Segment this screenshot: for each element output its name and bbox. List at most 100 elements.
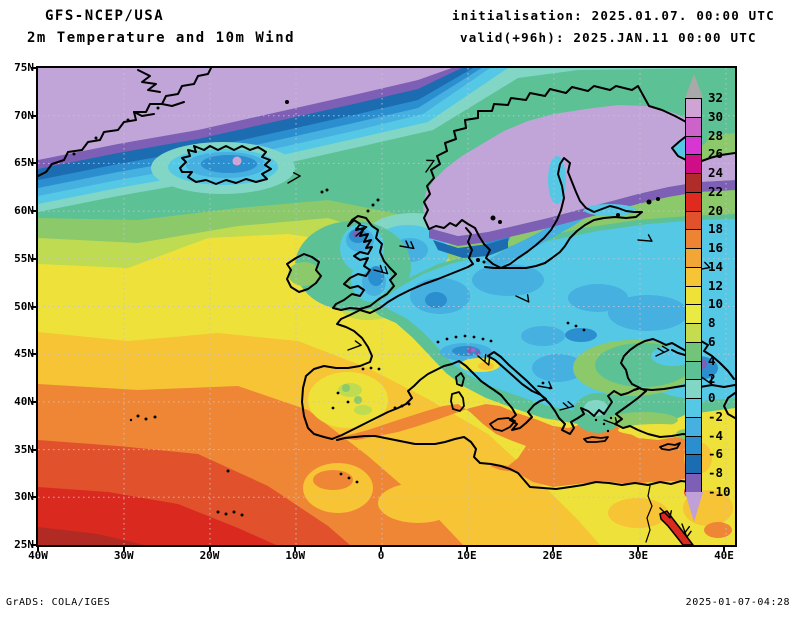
colorbar-label: 2 xyxy=(708,371,716,387)
turkey-levant-africa-coast xyxy=(336,390,700,490)
lon-tick xyxy=(551,545,554,551)
colorbar-label: 8 xyxy=(708,315,716,331)
caspian-edge xyxy=(723,392,735,419)
lat-tick-label: 25N xyxy=(14,538,34,551)
field-title: 2m Temperature and 10m Wind xyxy=(27,30,296,46)
iceland-outline xyxy=(179,145,272,185)
lat-tick-label: 50N xyxy=(14,299,34,313)
greenland-coast xyxy=(38,68,213,178)
colorbar-label: 14 xyxy=(708,258,724,274)
colorbar-label: 6 xyxy=(708,333,716,349)
sicily-outline xyxy=(489,417,516,432)
lat-tick xyxy=(31,257,37,260)
lat-tick-label: 75N xyxy=(14,61,34,74)
lat-tick-label: 55N xyxy=(14,251,34,265)
lat-tick-label: 45N xyxy=(14,347,34,361)
colorbar-segment xyxy=(685,191,702,212)
lat-tick xyxy=(31,448,37,451)
mediterranean-north-coast xyxy=(331,351,647,440)
colorbar-segment xyxy=(685,248,702,268)
map-frame xyxy=(36,66,737,547)
colorbar-label: 24 xyxy=(708,165,724,181)
gridlines xyxy=(38,68,735,545)
greenland-fjords xyxy=(133,69,185,117)
colorbar-segment xyxy=(685,416,702,437)
lat-tick xyxy=(31,162,37,165)
lat-tick-label: 30N xyxy=(14,490,34,504)
lat-tick-label: 70N xyxy=(14,108,34,122)
crete-outline xyxy=(583,436,609,443)
model-title: GFS-NCEP/USA xyxy=(45,8,165,24)
colorbar-segment xyxy=(685,98,702,118)
lon-tick-label: 40W xyxy=(28,549,48,562)
colorbar-segment xyxy=(685,266,702,287)
init-time-label: initialisation: 2025.01.07. 00:00 UTC xyxy=(452,8,775,23)
lat-tick xyxy=(31,305,37,308)
colorbar-label: 10 xyxy=(708,296,724,312)
lon-tick xyxy=(380,545,382,551)
colorbar-segment xyxy=(685,304,702,325)
cyprus-outline xyxy=(659,442,681,451)
colorbar-segment xyxy=(685,116,702,137)
baltic-coast xyxy=(483,157,643,269)
lon-tick-label: 10W xyxy=(285,549,306,562)
sardinia-outline xyxy=(450,391,465,412)
colorbar-segment xyxy=(685,435,702,456)
lat-tick xyxy=(31,496,37,499)
denmark-coast xyxy=(465,227,474,268)
lon-tick-label: 10E xyxy=(456,549,477,562)
lat-tick xyxy=(31,210,37,213)
corsica-outline xyxy=(455,372,465,387)
lon-tick-label: 20E xyxy=(542,549,563,562)
colorbar-label: 16 xyxy=(708,240,724,256)
lon-tick xyxy=(37,545,39,551)
colorbar-segment xyxy=(685,398,702,418)
colorbar-label: -8 xyxy=(708,465,724,481)
colorbar-label: -10 xyxy=(708,483,731,499)
colorbar-label: 12 xyxy=(708,277,724,293)
valid-time-label: valid(+96h): 2025.JAN.11 00:00 UTC xyxy=(460,30,757,45)
lon-tick xyxy=(723,545,725,551)
lat-tick xyxy=(31,67,37,69)
colorbar-segment xyxy=(685,285,702,306)
grads-credit: GrADS: COLA/IGES xyxy=(6,597,111,608)
colorbar-label: 28 xyxy=(708,127,724,143)
ireland-outline xyxy=(286,253,322,293)
lon-tick-label: 40E xyxy=(714,549,734,562)
lon-tick-label: 30E xyxy=(628,549,649,562)
colorbar-segment xyxy=(685,473,702,493)
colorbar-segment xyxy=(685,210,702,231)
lon-tick xyxy=(122,545,125,551)
colorbar-segment xyxy=(685,173,702,193)
islands-and-terrain-spots xyxy=(72,100,700,517)
lat-tick-label: 35N xyxy=(14,442,34,456)
continental-coast xyxy=(301,266,469,440)
lon-tick-label: 0 xyxy=(377,549,385,562)
colorbar-label: 26 xyxy=(708,146,724,162)
colorbar-segment xyxy=(685,454,702,475)
lat-tick xyxy=(31,353,37,356)
red-sea xyxy=(659,510,694,545)
lon-tick xyxy=(294,545,297,551)
colorbar-label: 18 xyxy=(708,221,724,237)
norway-south-coast xyxy=(428,219,485,245)
lon-tick-label: 20W xyxy=(199,549,220,562)
colorbar-segment xyxy=(685,341,702,362)
colorbar-above-max-arrow xyxy=(685,74,703,98)
colorbar-label: -2 xyxy=(708,408,724,424)
temperature-field xyxy=(38,68,735,545)
lon-tick xyxy=(208,545,211,551)
colorbar-segment xyxy=(685,135,702,156)
lat-tick xyxy=(31,544,37,546)
colorbar-segment xyxy=(685,379,702,400)
colorbar-label: 4 xyxy=(708,352,716,368)
colorbar-label: 0 xyxy=(708,390,716,406)
lon-tick xyxy=(465,545,468,551)
map-canvas xyxy=(38,68,735,545)
colorbar-label: 32 xyxy=(708,90,724,105)
lat-tick-label: 65N xyxy=(14,156,34,170)
lat-tick-label: 40N xyxy=(14,394,34,408)
colorbar-segment xyxy=(685,229,702,250)
colorbar-label: 20 xyxy=(708,202,724,218)
